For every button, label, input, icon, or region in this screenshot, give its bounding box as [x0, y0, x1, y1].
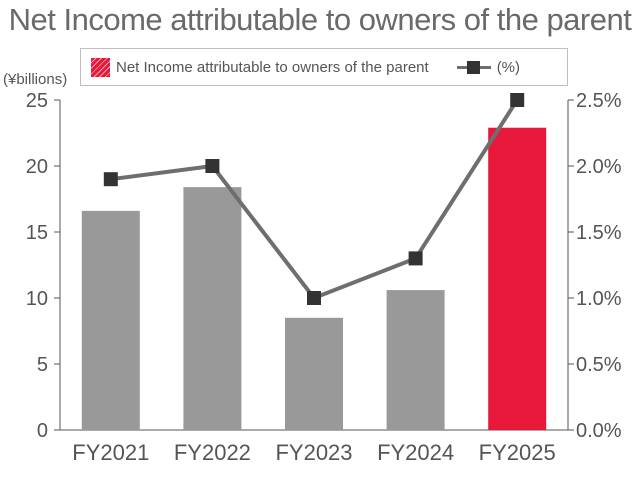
- y-left-tick-label: 25: [26, 90, 48, 112]
- legend-line-label: (%): [496, 58, 521, 76]
- ratio-point-fy2025: [510, 93, 525, 107]
- y-left-tick-label: 15: [26, 222, 48, 244]
- ratio-point-fy2021: [103, 172, 118, 187]
- bar-fy2024: [386, 290, 445, 430]
- x-tick-label: FY2021: [72, 440, 149, 465]
- x-tick-label: FY2022: [174, 440, 251, 465]
- ratio-line: [110, 98, 519, 301]
- ratio-point-fy2024: [408, 251, 423, 266]
- y-axis-label: (¥billions): [3, 71, 67, 88]
- legend: Net Income attributable to owners of the…: [80, 48, 568, 86]
- bar-fy2021: [81, 210, 140, 430]
- x-tick-label: FY2025: [479, 440, 556, 465]
- legend-line-swatch: [456, 58, 491, 77]
- x-tick-label: FY2024: [377, 440, 454, 465]
- y-left-tick-label: 5: [37, 354, 48, 376]
- bar-fy2023: [285, 317, 343, 430]
- y-right-tick-label: 2.5%: [576, 90, 622, 112]
- y-left-tick-label: 0: [37, 420, 48, 442]
- ratio-point-fy2023: [307, 291, 321, 305]
- y-right-tick-label: 0.0%: [576, 420, 622, 442]
- x-tick-label: FY2023: [275, 440, 352, 465]
- y-right-tick-label: 2.0%: [576, 156, 622, 178]
- ratio-point-fy2022: [205, 159, 220, 173]
- legend-bar-swatch: [91, 57, 110, 77]
- y-left-tick-label: 20: [26, 156, 48, 178]
- legend-bar-label: Net Income attributable to owners of the…: [116, 58, 429, 76]
- y-right-tick-label: 1.5%: [576, 222, 622, 244]
- y-right-tick-label: 1.0%: [576, 288, 622, 310]
- bar-fy2022: [183, 187, 242, 430]
- bar-fy2025: [488, 127, 547, 430]
- y-right-tick-label: 0.5%: [576, 354, 622, 376]
- y-left-tick-label: 10: [26, 288, 48, 310]
- chart-title: Net Income attributable to owners of the…: [8, 2, 632, 37]
